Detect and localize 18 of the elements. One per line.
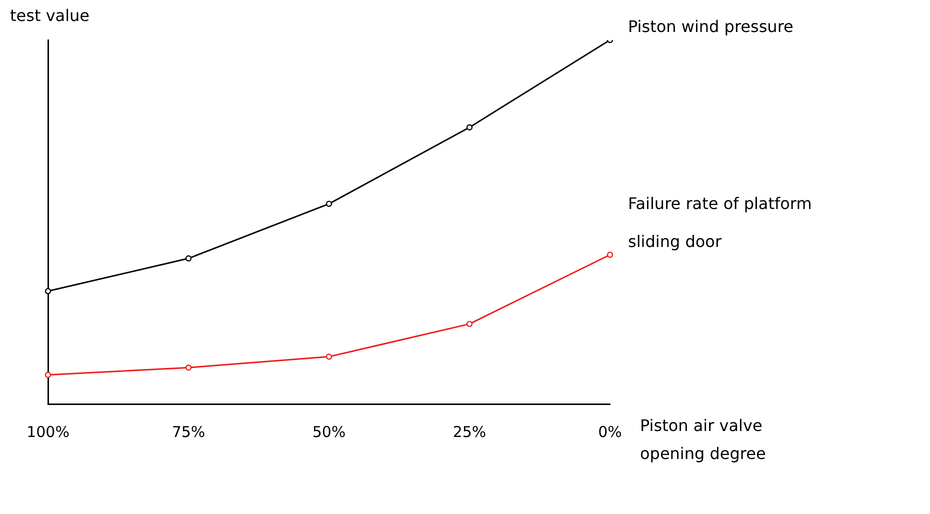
x-tick-label: 100% [26, 422, 70, 441]
point [466, 320, 473, 328]
point [185, 364, 192, 371]
point [326, 200, 332, 207]
point [44, 288, 52, 294]
point [606, 252, 614, 258]
point [44, 372, 52, 378]
x-tick-label: 50% [312, 422, 346, 441]
x-tick-label: 0% [598, 422, 622, 441]
series-label: Piston wind pressure [628, 17, 794, 36]
x-axis-title: Piston air valve opening degree [640, 415, 767, 465]
point [326, 354, 332, 360]
x-tick-label: 25% [452, 422, 486, 441]
y-axis-title: test value [10, 6, 90, 25]
series-label: Failure rate of platform sliding door [628, 194, 812, 251]
x-tick-label: 75% [172, 422, 206, 441]
point [185, 255, 192, 262]
point [466, 124, 473, 130]
